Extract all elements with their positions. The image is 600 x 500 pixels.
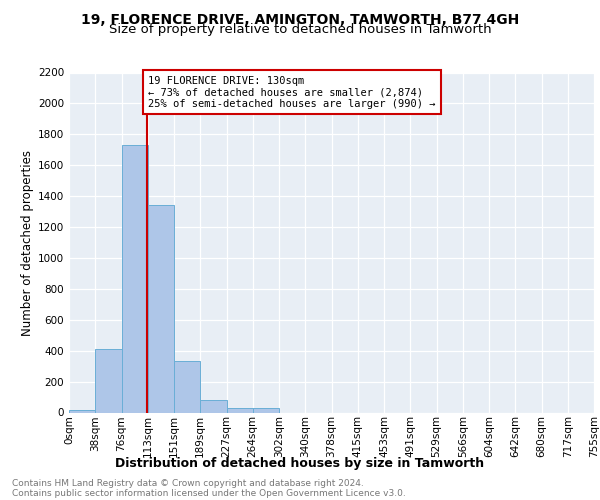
Text: Contains HM Land Registry data © Crown copyright and database right 2024.: Contains HM Land Registry data © Crown c… (12, 479, 364, 488)
Bar (148, 206, 174, 412)
Bar (200, 400, 227, 412)
Bar (121, 145, 148, 412)
Text: Contains public sector information licensed under the Open Government Licence v3: Contains public sector information licen… (12, 489, 406, 498)
Bar (227, 408, 253, 412)
Bar (95, 349, 121, 412)
Bar (69, 410, 95, 412)
Text: Size of property relative to detached houses in Tamworth: Size of property relative to detached ho… (109, 22, 491, 36)
Bar (174, 360, 200, 412)
Text: 19, FLORENCE DRIVE, AMINGTON, TAMWORTH, B77 4GH: 19, FLORENCE DRIVE, AMINGTON, TAMWORTH, … (81, 12, 519, 26)
Y-axis label: Number of detached properties: Number of detached properties (21, 150, 34, 336)
Text: Distribution of detached houses by size in Tamworth: Distribution of detached houses by size … (115, 458, 485, 470)
Text: 19 FLORENCE DRIVE: 130sqm
← 73% of detached houses are smaller (2,874)
25% of se: 19 FLORENCE DRIVE: 130sqm ← 73% of detac… (148, 76, 436, 109)
Bar (253, 408, 279, 412)
